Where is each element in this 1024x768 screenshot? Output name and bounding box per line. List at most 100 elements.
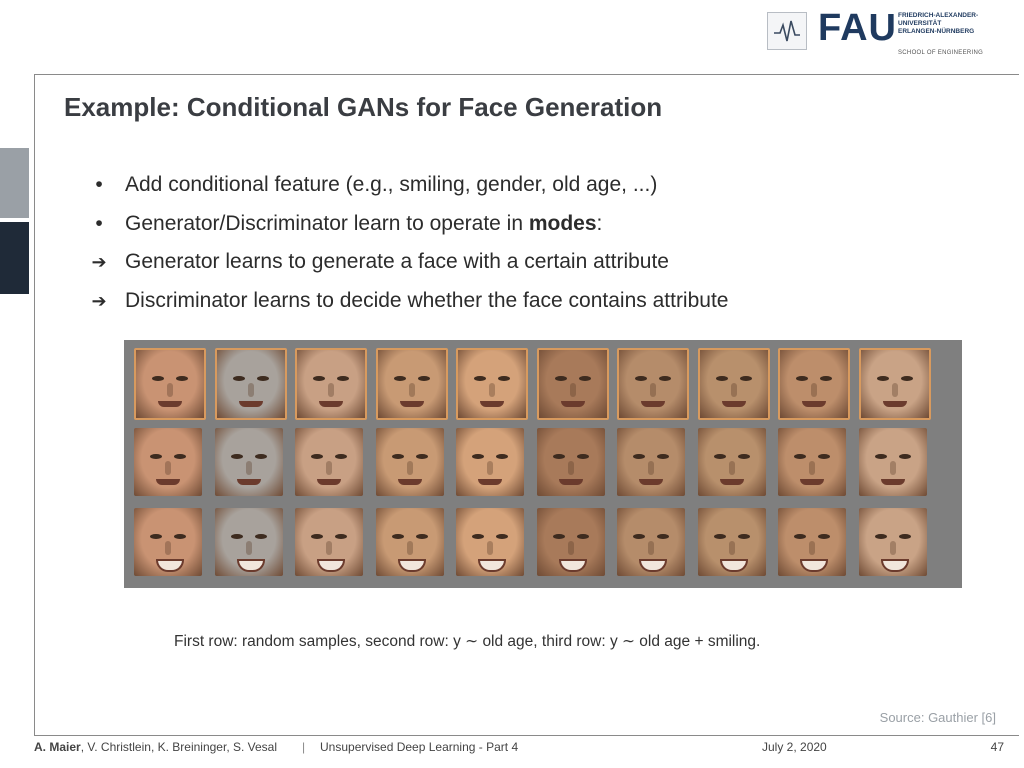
bullet-dot-icon: • bbox=[95, 211, 103, 235]
face-feature bbox=[794, 534, 806, 539]
face-image bbox=[536, 508, 605, 576]
face-feature bbox=[880, 479, 905, 485]
face-image bbox=[858, 428, 927, 496]
face-image bbox=[295, 508, 363, 576]
footer-date: July 2, 2020 bbox=[762, 740, 827, 754]
face-feature bbox=[811, 383, 817, 397]
face-feature bbox=[569, 383, 576, 397]
face-feature bbox=[567, 461, 574, 475]
face-feature bbox=[554, 376, 567, 381]
face-feature bbox=[800, 559, 828, 572]
face-feature bbox=[737, 534, 750, 539]
face-feature bbox=[641, 401, 665, 407]
face-feature bbox=[496, 454, 508, 459]
face-feature bbox=[552, 454, 565, 459]
face-feature bbox=[802, 401, 826, 407]
face-image bbox=[778, 508, 846, 576]
face-feature bbox=[254, 534, 267, 539]
face-feature bbox=[254, 454, 267, 459]
bullet-item: ➔ Generator learns to generate a face wi… bbox=[84, 247, 728, 286]
face-feature bbox=[809, 461, 815, 475]
face-image bbox=[134, 428, 202, 496]
face-image bbox=[858, 348, 931, 420]
bullet-item: • Add conditional feature (e.g., smiling… bbox=[84, 170, 728, 209]
face-feature bbox=[796, 376, 808, 381]
university-name: FRIEDRICH-ALEXANDER- UNIVERSITÄT ERLANGE… bbox=[898, 12, 979, 35]
face-feature bbox=[313, 376, 325, 381]
face-image bbox=[778, 428, 846, 496]
face-image bbox=[697, 508, 766, 576]
face-feature bbox=[800, 479, 824, 485]
face-feature bbox=[739, 376, 752, 381]
face-image bbox=[375, 508, 444, 576]
face-feature bbox=[478, 559, 506, 572]
face-feature bbox=[648, 461, 654, 475]
face-feature bbox=[165, 541, 171, 555]
face-feature bbox=[415, 454, 428, 459]
face-feature bbox=[472, 454, 484, 459]
face-feature bbox=[900, 376, 913, 381]
face-feature bbox=[552, 534, 565, 539]
face-feature bbox=[335, 534, 347, 539]
face-feature bbox=[874, 454, 887, 459]
face-feature bbox=[882, 401, 907, 407]
face-feature bbox=[874, 534, 887, 539]
fau-logo: FAU bbox=[818, 7, 897, 49]
face-feature bbox=[415, 534, 428, 539]
face-feature bbox=[576, 454, 589, 459]
face-feature bbox=[719, 559, 748, 572]
footer-authors: A. Maier, V. Christlein, K. Breininger, … bbox=[34, 740, 278, 754]
face-feature bbox=[496, 534, 508, 539]
face-feature bbox=[174, 454, 186, 459]
face-feature bbox=[319, 401, 343, 407]
face-feature bbox=[245, 541, 252, 555]
bullet-dot-icon: • bbox=[95, 173, 103, 196]
face-image bbox=[214, 508, 283, 576]
face-feature bbox=[474, 376, 486, 381]
side-accent-dark bbox=[0, 222, 29, 294]
arrow-icon: ➔ bbox=[91, 252, 107, 272]
generated-faces-grid bbox=[124, 340, 962, 588]
bullet-item: • Generator/Discriminator learn to opera… bbox=[84, 209, 728, 248]
face-feature bbox=[576, 534, 589, 539]
face-feature bbox=[650, 383, 656, 397]
face-feature bbox=[498, 376, 510, 381]
face-image bbox=[456, 428, 524, 496]
face-feature bbox=[487, 461, 493, 475]
face-feature bbox=[167, 383, 173, 397]
face-feature bbox=[794, 454, 806, 459]
face-feature bbox=[317, 559, 345, 572]
lab-logo-icon bbox=[767, 12, 807, 50]
face-feature bbox=[391, 454, 404, 459]
face-feature bbox=[150, 534, 162, 539]
face-feature bbox=[165, 461, 171, 475]
face-feature bbox=[156, 559, 184, 572]
face-image bbox=[375, 348, 448, 420]
face-feature bbox=[560, 401, 585, 407]
face-feature bbox=[417, 376, 430, 381]
face-image bbox=[295, 348, 367, 420]
face-feature bbox=[236, 559, 265, 572]
face-feature bbox=[152, 376, 164, 381]
face-feature bbox=[232, 376, 245, 381]
face-feature bbox=[713, 534, 726, 539]
face-feature bbox=[397, 559, 426, 572]
face-image bbox=[134, 508, 202, 576]
face-feature bbox=[487, 541, 493, 555]
face-feature bbox=[633, 454, 645, 459]
face-feature bbox=[898, 534, 911, 539]
face-feature bbox=[391, 534, 404, 539]
face-feature bbox=[472, 534, 484, 539]
slide-frame bbox=[34, 74, 1019, 736]
face-feature bbox=[820, 376, 832, 381]
face-feature bbox=[657, 534, 669, 539]
face-image bbox=[778, 348, 850, 420]
bullet-list: • Add conditional feature (e.g., smiling… bbox=[84, 170, 728, 324]
face-feature bbox=[158, 401, 182, 407]
face-feature bbox=[406, 461, 413, 475]
face-feature bbox=[236, 479, 261, 485]
face-image bbox=[697, 428, 766, 496]
figure-caption: First row: random samples, second row: y… bbox=[174, 633, 761, 650]
face-feature bbox=[489, 383, 495, 397]
face-feature bbox=[721, 401, 746, 407]
